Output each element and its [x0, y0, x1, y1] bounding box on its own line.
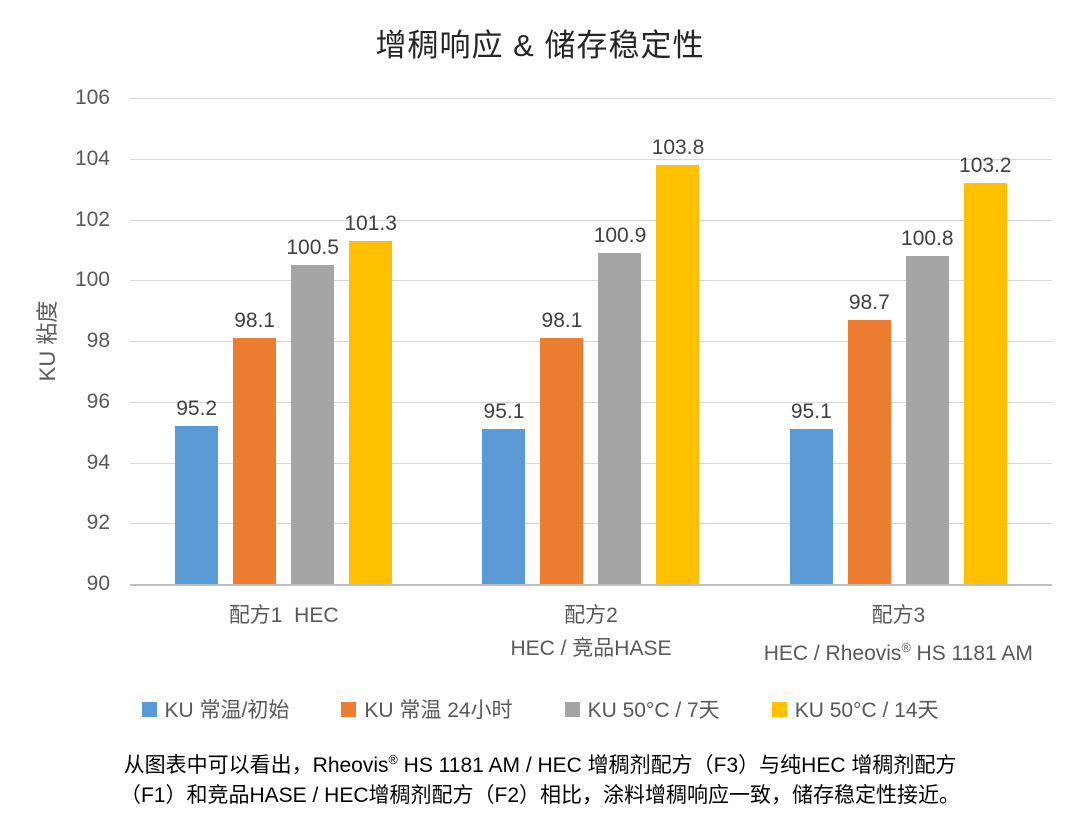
bar-value-label: 100.9 — [593, 223, 647, 247]
category-label-3: 配方3 HEC / Rheovis® HS 1181 AM — [745, 599, 1052, 670]
bar-group1-series4: 101.3 — [344, 212, 397, 584]
bar-groups: 95.2 98.1 100.5 101.3 95.1 98.1 100.9 103.8 95.1… — [130, 98, 1052, 584]
gridline-96 — [130, 401, 1052, 403]
category-label-line2: HEC / 竞品HASE — [510, 637, 672, 660]
bar-value-label: 103.8 — [651, 135, 705, 159]
bar-group2-series1: 95.1 — [482, 400, 526, 584]
y-tick-label-98: 98 — [86, 329, 110, 352]
legend-item-3: KU 50°C / 7天 — [564, 694, 720, 724]
bar-value-label: 98.7 — [848, 290, 890, 314]
bar-group2-series4: 103.8 — [652, 136, 704, 584]
caption: 从图表中可以看出，Rheovis® HS 1181 AM / HEC 增稠剂配方… — [40, 745, 1040, 811]
bar-value-label: 103.2 — [959, 154, 1012, 178]
category-label-line1: 配方3 — [871, 604, 926, 627]
bar-value-label: 101.3 — [344, 211, 397, 235]
category-label-line1: 配方2 — [564, 604, 618, 627]
gridline-98 — [130, 341, 1052, 342]
y-tick-label-102: 102 — [74, 207, 110, 231]
bar-value-label: 95.2 — [176, 397, 218, 421]
gridline-100 — [130, 280, 1052, 282]
bar-value-label: 98.1 — [234, 308, 276, 332]
bar-group3-series1: 95.1 — [789, 400, 833, 584]
bar-group2-series2: 98.1 — [540, 309, 584, 584]
x-axis-labels: 配方1 HEC 配方2 HEC / 竞品HASE 配方3 HEC / Rheovis® … — [130, 599, 1052, 670]
bar-value-label: 100.8 — [901, 226, 954, 250]
y-axis-ticks: 90 92 94 96 98 100 102 104 106 — [0, 86, 110, 595]
y-tick-label-106: 106 — [74, 86, 110, 109]
y-tick-label-100: 100 — [74, 268, 110, 292]
legend-swatch-icon — [564, 701, 580, 717]
legend-label: KU 50°C / 14天 — [794, 699, 939, 722]
bar-group3-series2: 98.7 — [847, 291, 891, 584]
gridline-92 — [130, 523, 1052, 525]
bar-group1-series3: 100.5 — [286, 236, 339, 584]
category-label-line1: 配方1 HEC — [228, 604, 339, 627]
legend-item-4: KU 50°C / 14天 — [771, 694, 939, 724]
legend-swatch-icon — [341, 701, 357, 717]
y-tick-label-104: 104 — [74, 146, 110, 170]
bar-value-label: 98.1 — [541, 308, 583, 332]
gridline-90 — [130, 584, 1052, 586]
bar-value-label: 95.1 — [790, 400, 832, 424]
bar-group2-series3: 100.9 — [594, 224, 646, 584]
legend-item-1: KU 常温/初始 — [141, 694, 290, 724]
y-tick-label-96: 96 — [86, 389, 110, 413]
bar-group1-series1: 95.2 — [175, 397, 219, 584]
bar-group3-series3: 100.8 — [901, 227, 954, 584]
legend-item-2: KU 常温 24小时 — [341, 694, 513, 724]
caption-line-2: （F1）和竞品HASE / HEC增稠剂配方（F2）相比，涂料增稠响应一致，储存… — [119, 784, 961, 807]
gridline-94 — [130, 462, 1052, 464]
bar-group-1: 95.2 98.1 100.5 101.3 — [130, 98, 437, 584]
category-label-line2: HEC / Rheovis® HS 1181 AM — [763, 641, 1033, 665]
gridline-106 — [130, 98, 1052, 99]
category-label-2: 配方2 HEC / 竞品HASE — [437, 599, 744, 670]
bar-group1-series2: 98.1 — [233, 309, 277, 584]
legend-swatch-icon — [771, 701, 787, 717]
legend: KU 常温/初始 KU 常温 24小时 KU 50°C / 7天 KU 50°C / … — [0, 694, 1080, 724]
legend-label: KU 常温/初始 — [164, 699, 290, 722]
legend-label: KU 常温 24小时 — [364, 699, 513, 722]
gridline-104 — [130, 158, 1052, 160]
gridline-102 — [130, 219, 1052, 221]
bar-group3-series4: 103.2 — [959, 154, 1012, 584]
plot-area: 95.2 98.1 100.5 101.3 95.1 98.1 100.9 103.8 95.1… — [130, 98, 1052, 586]
category-label-1: 配方1 HEC — [130, 599, 437, 670]
chart-title: 增稠响应 & 储存稳定性 — [375, 28, 705, 63]
legend-label: KU 50°C / 7天 — [587, 699, 720, 722]
legend-swatch-icon — [141, 701, 157, 717]
gridlines — [130, 98, 1052, 586]
y-tick-label-92: 92 — [86, 511, 110, 535]
caption-line-1: 从图表中可以看出，Rheovis® HS 1181 AM / HEC 增稠剂配方… — [123, 753, 957, 777]
bar-value-label: 100.5 — [286, 236, 339, 260]
bar-value-label: 95.1 — [483, 400, 525, 424]
bar-group-2: 95.1 98.1 100.9 103.8 — [437, 98, 744, 584]
bar-group-3: 95.1 98.7 100.8 103.2 — [745, 98, 1052, 584]
y-tick-label-94: 94 — [86, 450, 110, 474]
y-tick-label-90: 90 — [86, 572, 110, 595]
